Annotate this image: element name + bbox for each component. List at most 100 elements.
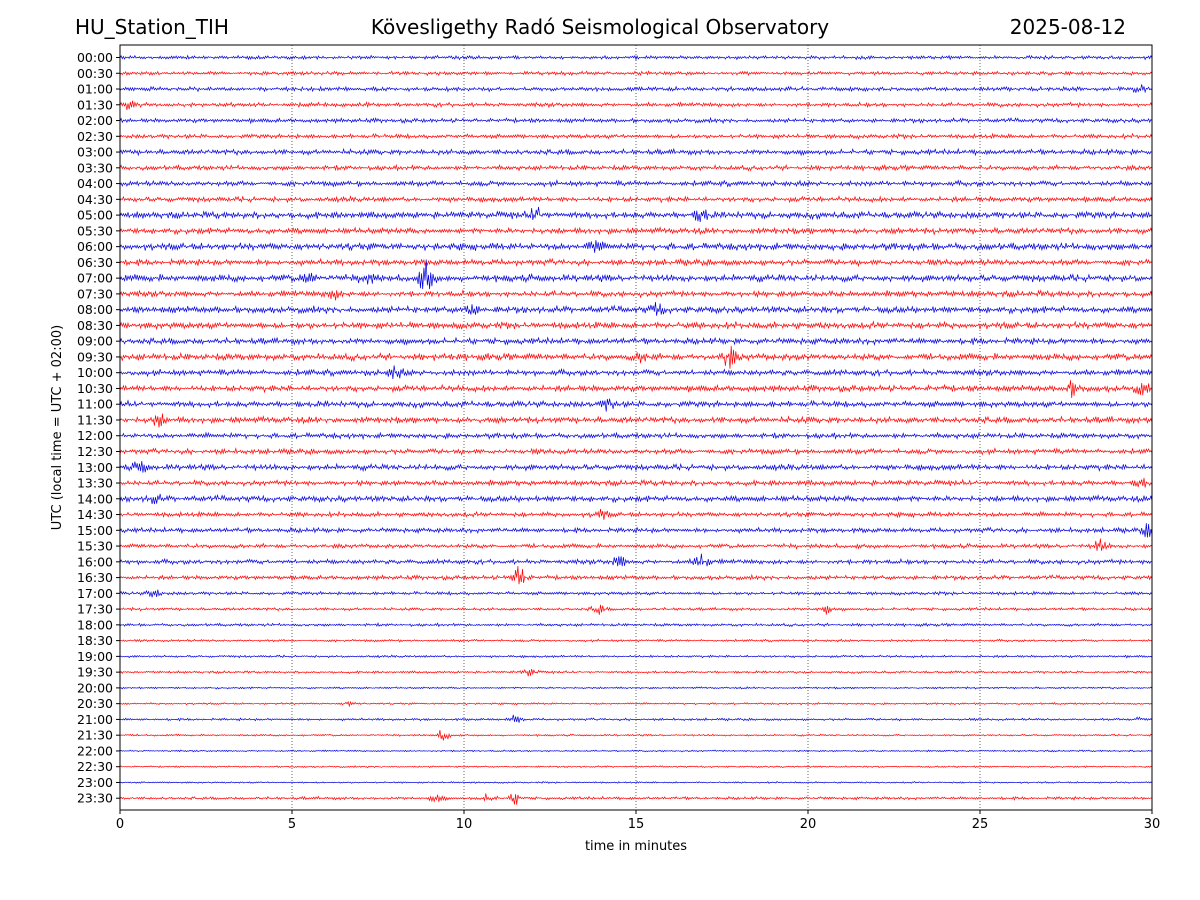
trace-1700: [119, 589, 1153, 598]
seismogram-traces: [119, 54, 1153, 805]
trace-0730: [119, 289, 1153, 301]
trace-2130: [119, 730, 1153, 741]
row-time-label: 04:00: [77, 176, 113, 191]
row-time-label: 01:00: [77, 82, 113, 97]
trace-0930: [119, 345, 1153, 369]
row-time-label: 23:30: [77, 791, 113, 806]
row-time-label: 03:30: [77, 160, 113, 175]
row-time-label: 13:30: [77, 476, 113, 491]
x-tick-label: 5: [288, 817, 296, 832]
trace-2000: [119, 686, 1153, 690]
trace-2300: [119, 780, 1153, 784]
row-time-label: 20:30: [77, 696, 113, 711]
trace-1830: [119, 638, 1153, 643]
trace-1400: [119, 493, 1153, 505]
trace-1600: [119, 553, 1153, 567]
row-time-label: 22:30: [77, 759, 113, 774]
trace-1330: [119, 477, 1153, 488]
row-time-label: 00:30: [77, 66, 113, 81]
x-tick-label: 25: [972, 817, 989, 832]
trace-0600: [119, 240, 1153, 253]
trace-2100: [119, 714, 1153, 723]
row-time-label: 09:30: [77, 349, 113, 364]
trace-1630: [119, 566, 1153, 585]
row-time-label: 15:00: [77, 523, 113, 538]
trace-2200: [119, 749, 1153, 753]
row-time-label: 17:30: [77, 602, 113, 617]
trace-1200: [119, 431, 1153, 441]
row-time-label: 15:30: [77, 539, 113, 554]
row-time-label: 20:00: [77, 680, 113, 695]
row-time-label: 19:00: [77, 649, 113, 664]
trace-1530: [119, 538, 1153, 551]
row-time-label: 10:30: [77, 381, 113, 396]
trace-0500: [119, 206, 1153, 223]
trace-1030: [119, 380, 1153, 399]
x-tick-label: 20: [800, 817, 817, 832]
trace-1100: [119, 398, 1153, 412]
trace-2230: [119, 765, 1153, 769]
row-time-label: 21:30: [77, 728, 113, 743]
trace-0130: [119, 100, 1153, 111]
row-time-label: 03:00: [77, 145, 113, 160]
trace-2330: [119, 793, 1153, 805]
trace-0400: [119, 179, 1153, 188]
trace-1130: [119, 413, 1153, 428]
y-axis: 00:0000:3001:0001:3002:0002:3003:0003:30…: [77, 50, 120, 806]
trace-1930: [119, 668, 1153, 677]
x-tick-label: 0: [116, 817, 124, 832]
trace-1800: [119, 622, 1153, 628]
grid-lines: [291, 45, 981, 810]
row-time-label: 09:00: [77, 334, 113, 349]
trace-0630: [119, 257, 1153, 268]
row-time-label: 06:30: [77, 255, 113, 270]
row-time-label: 08:30: [77, 318, 113, 333]
y-axis-label: UTC (local time = UTC + 02:00): [50, 325, 65, 530]
trace-2030: [119, 700, 1153, 708]
trace-0900: [119, 336, 1153, 346]
row-time-label: 16:00: [77, 554, 113, 569]
row-time-label: 11:00: [77, 397, 113, 412]
row-time-label: 14:30: [77, 507, 113, 522]
observatory-title: Kövesligethy Radó Seismological Observat…: [370, 15, 830, 39]
trace-0830: [119, 320, 1153, 331]
trace-1230: [119, 447, 1153, 456]
row-time-label: 16:30: [77, 570, 113, 585]
x-tick-label: 15: [628, 817, 645, 832]
trace-0230: [119, 132, 1153, 140]
row-time-label: 10:00: [77, 365, 113, 380]
row-time-label: 12:00: [77, 428, 113, 443]
row-time-label: 01:30: [77, 97, 113, 112]
row-time-label: 14:00: [77, 491, 113, 506]
trace-1500: [119, 523, 1153, 538]
trace-0330: [119, 163, 1153, 172]
row-time-label: 07:30: [77, 286, 113, 301]
station-name: HU_Station_TIH: [75, 15, 229, 39]
trace-0000: [119, 54, 1153, 61]
x-axis-label: time in minutes: [585, 839, 687, 854]
trace-1730: [119, 604, 1153, 615]
row-time-label: 11:30: [77, 412, 113, 427]
trace-1000: [119, 365, 1153, 380]
row-time-label: 23:00: [77, 775, 113, 790]
trace-0530: [119, 226, 1153, 236]
x-tick-label: 10: [456, 817, 473, 832]
row-time-label: 21:00: [77, 712, 113, 727]
row-time-label: 12:30: [77, 444, 113, 459]
x-axis: 0 5 10 15 20 25 30: [116, 810, 1160, 832]
row-time-label: 02:00: [77, 113, 113, 128]
row-time-label: 05:30: [77, 223, 113, 238]
trace-0030: [119, 70, 1153, 77]
trace-0430: [119, 195, 1153, 204]
trace-0200: [119, 116, 1153, 125]
row-time-label: 17:00: [77, 586, 113, 601]
row-time-label: 07:00: [77, 271, 113, 286]
row-time-label: 02:30: [77, 129, 113, 144]
row-time-label: 18:00: [77, 617, 113, 632]
row-time-label: 18:30: [77, 633, 113, 648]
row-time-label: 04:30: [77, 192, 113, 207]
row-time-label: 06:00: [77, 239, 113, 254]
trace-0300: [119, 147, 1153, 157]
trace-0700: [119, 259, 1153, 290]
